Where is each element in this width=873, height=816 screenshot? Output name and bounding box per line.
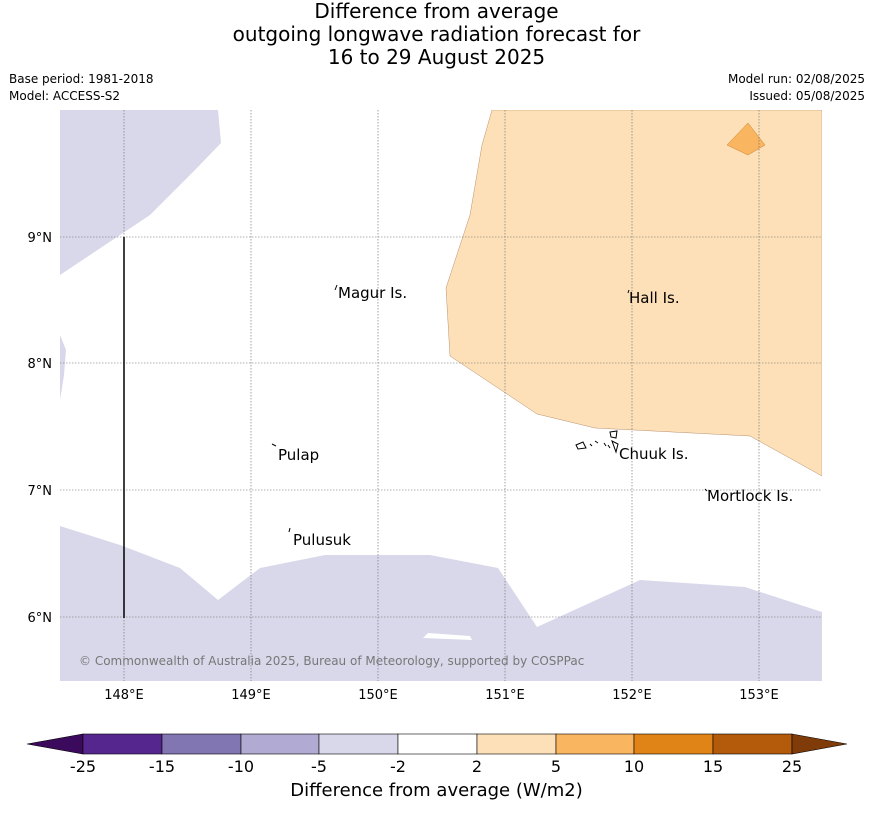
colorbar-segment-9 [712, 733, 793, 755]
island-hall [627, 289, 630, 294]
cb-tick-2: -15 [149, 757, 175, 776]
lat-tick-7: 7°N [28, 484, 53, 499]
colorbar-ticks: -25 -15 -10 -5 -2 2 5 10 15 25 [70, 757, 802, 776]
cb-tick-7: 5 [551, 757, 561, 776]
white-gap-south [423, 633, 472, 640]
island-mortlock [704, 488, 708, 492]
issued-date: Issued: 05/08/2025 [749, 89, 865, 103]
cb-tick-9: 15 [703, 757, 723, 776]
cb-tick-6: 2 [472, 757, 482, 776]
colorbar-segment-5 [397, 733, 478, 755]
colorbar-left-extension [26, 733, 84, 755]
island-chuuk [575, 430, 619, 454]
colorbar-segment-3 [240, 733, 320, 755]
neg-region-west-sliver [60, 335, 66, 400]
model-name: Model: ACCESS-S2 [9, 89, 121, 103]
cb-tick-3: -10 [228, 757, 254, 776]
map-area: Magur Is. Hall Is. Pulap Chuuk Is. Mortl… [60, 110, 822, 681]
label-hall: Hall Is. [629, 289, 680, 307]
lat-tick-6: 6°N [28, 611, 53, 626]
base-period: Base period: 1981-2018 [9, 72, 154, 86]
label-pulap: Pulap [278, 446, 319, 464]
colorbar: -25 -15 -10 -5 -2 2 5 10 15 25 [26, 733, 848, 776]
lon-tick-151: 151°E [485, 688, 525, 703]
neg-region-south [60, 526, 822, 681]
title-line-3: 16 to 29 August 2025 [327, 45, 546, 69]
colorbar-segment-2 [161, 733, 242, 755]
cb-tick-4: -5 [311, 757, 327, 776]
colorbar-segment-4 [318, 733, 399, 755]
colorbar-segment-8 [633, 733, 714, 755]
island-pulusuk [288, 527, 291, 533]
lat-tick-8: 8°N [28, 357, 53, 372]
lat-tick-9: 9°N [28, 231, 53, 246]
neg-region-northwest [60, 110, 221, 275]
model-run: Model run: 02/08/2025 [727, 72, 865, 86]
title-line-2: outgoing longwave radiation forecast for [232, 22, 641, 46]
pos-region-east [445, 110, 822, 477]
map-title: Difference from average outgoing longwav… [0, 0, 873, 69]
lon-tick-148: 148°E [104, 688, 144, 703]
title-line-1: Difference from average [314, 0, 559, 23]
copyright-text: © Commonwealth of Australia 2025, Bureau… [79, 654, 584, 668]
axis-labels: 148°E 149°E 150°E 151°E 152°E 153°E 9°N … [28, 231, 779, 703]
island-magur [334, 284, 338, 291]
pos-region-small [726, 122, 766, 156]
lon-tick-150: 150°E [358, 688, 398, 703]
meta-left: Base period: 1981-2018 Model: ACCESS-S2 [9, 71, 154, 105]
label-pulusuk: Pulusuk [293, 531, 351, 549]
island-outlines [271, 284, 708, 533]
label-mortlock: Mortlock Is. [707, 487, 793, 505]
label-magur: Magur Is. [338, 284, 407, 302]
colorbar-segment-7 [555, 733, 635, 755]
island-pulap [271, 443, 277, 447]
cb-tick-5: -2 [390, 757, 406, 776]
lon-tick-153: 153°E [739, 688, 779, 703]
cb-tick-8: 10 [624, 757, 644, 776]
lon-tick-149: 149°E [231, 688, 271, 703]
colorbar-title: Difference from average (W/m2) [290, 780, 583, 801]
label-chuuk: Chuuk Is. [619, 445, 688, 463]
colorbar-segment-1 [82, 733, 163, 755]
cb-tick-1: -25 [70, 757, 96, 776]
colorbar-right-extension [791, 733, 848, 755]
lon-tick-152: 152°E [612, 688, 652, 703]
place-labels: Magur Is. Hall Is. Pulap Chuuk Is. Mortl… [278, 284, 793, 549]
colorbar-segment-6 [476, 733, 557, 755]
meta-right: Model run: 02/08/2025 Issued: 05/08/2025 [728, 71, 865, 105]
cb-tick-10: 25 [782, 757, 802, 776]
